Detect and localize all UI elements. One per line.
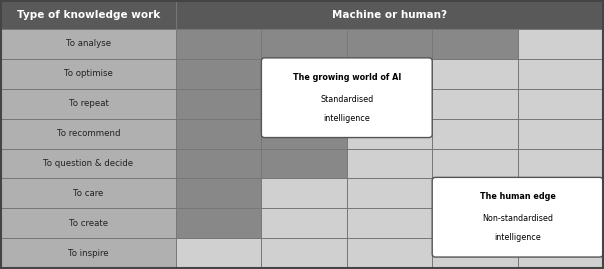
- Bar: [262, 178, 347, 208]
- Bar: [262, 59, 347, 89]
- Bar: [1, 238, 176, 268]
- Bar: [347, 178, 432, 208]
- Text: To recommend: To recommend: [57, 129, 120, 138]
- Bar: [347, 238, 432, 268]
- Text: To create: To create: [69, 219, 108, 228]
- Text: To inspire: To inspire: [68, 249, 109, 257]
- Text: Machine or human?: Machine or human?: [332, 10, 447, 20]
- Bar: [347, 208, 432, 238]
- Bar: [347, 89, 432, 119]
- Text: Type of knowledge work: Type of knowledge work: [17, 10, 160, 20]
- Bar: [347, 119, 432, 148]
- Bar: [347, 148, 432, 178]
- Bar: [518, 59, 603, 89]
- Text: To repeat: To repeat: [69, 99, 109, 108]
- Bar: [432, 148, 518, 178]
- Bar: [176, 119, 262, 148]
- Bar: [432, 208, 518, 238]
- Bar: [262, 208, 347, 238]
- FancyBboxPatch shape: [432, 177, 603, 257]
- Bar: [176, 89, 262, 119]
- Bar: [518, 208, 603, 238]
- Bar: [176, 148, 262, 178]
- Bar: [432, 119, 518, 148]
- Bar: [262, 89, 347, 119]
- Bar: [1, 208, 176, 238]
- Bar: [432, 89, 518, 119]
- Text: The human edge: The human edge: [480, 192, 556, 201]
- Bar: [432, 59, 518, 89]
- Bar: [1, 148, 176, 178]
- Bar: [176, 178, 262, 208]
- FancyBboxPatch shape: [262, 58, 432, 137]
- Text: To care: To care: [73, 189, 104, 198]
- Bar: [176, 1, 603, 29]
- Bar: [262, 119, 347, 148]
- Bar: [1, 29, 176, 59]
- Text: Non-standardised: Non-standardised: [482, 214, 553, 223]
- Text: The growing world of AI: The growing world of AI: [292, 73, 401, 82]
- Bar: [1, 1, 176, 29]
- Bar: [432, 29, 518, 59]
- Bar: [518, 238, 603, 268]
- Bar: [1, 89, 176, 119]
- Bar: [432, 238, 518, 268]
- Bar: [262, 148, 347, 178]
- Text: Standardised: Standardised: [320, 95, 373, 104]
- Text: intelligence: intelligence: [323, 114, 370, 123]
- Bar: [518, 119, 603, 148]
- Bar: [518, 178, 603, 208]
- Bar: [347, 59, 432, 89]
- Bar: [1, 178, 176, 208]
- Bar: [176, 59, 262, 89]
- Text: To analyse: To analyse: [66, 40, 111, 48]
- Bar: [518, 148, 603, 178]
- Text: To optimise: To optimise: [64, 69, 113, 78]
- Bar: [518, 29, 603, 59]
- Bar: [518, 89, 603, 119]
- Bar: [1, 59, 176, 89]
- Bar: [262, 238, 347, 268]
- Bar: [432, 178, 518, 208]
- Bar: [176, 238, 262, 268]
- Bar: [176, 29, 262, 59]
- Bar: [347, 29, 432, 59]
- Bar: [176, 208, 262, 238]
- Text: To question & decide: To question & decide: [43, 159, 133, 168]
- Text: intelligence: intelligence: [494, 233, 541, 242]
- Bar: [1, 119, 176, 148]
- Bar: [262, 29, 347, 59]
